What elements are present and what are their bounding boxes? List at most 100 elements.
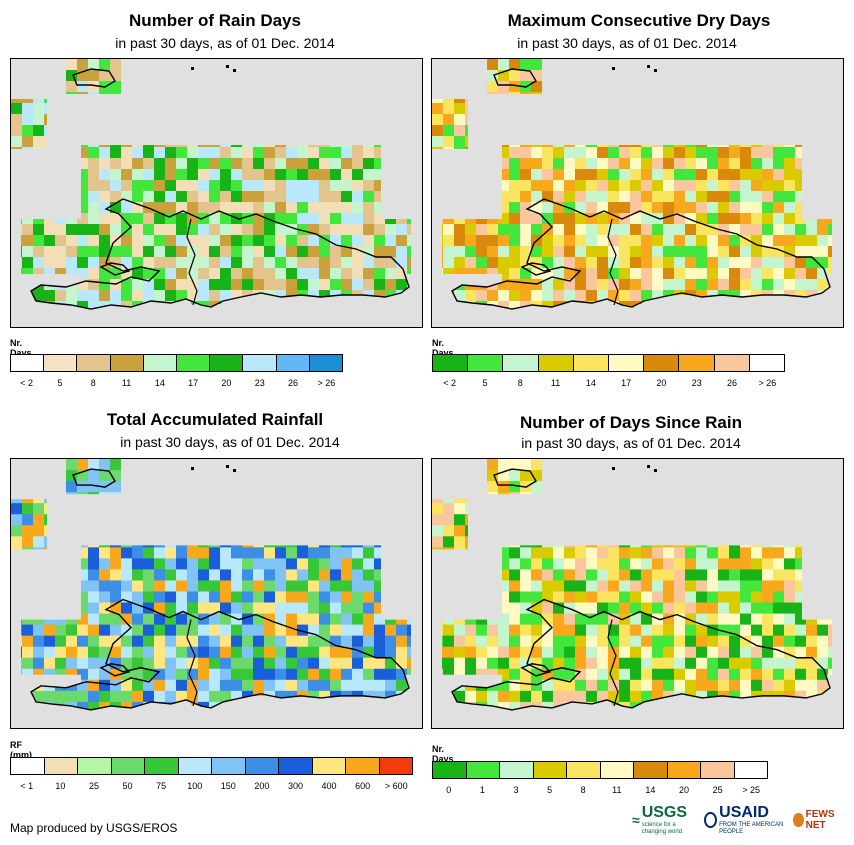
legend-title: Nr. Days [10,338,32,358]
panel-subtitle: in past 30 days, as of 01 Dec. 2014 [517,35,737,51]
map-rain-days [10,58,423,328]
legend-labels: < 2 5 8 11 14 17 20 23 26 > 26 [432,378,785,390]
legend-swatch [749,355,785,371]
legend-label: 17 [621,378,632,388]
islet-marker [612,467,615,471]
legend-label: 5 [57,378,63,388]
legend-label: 11 [612,785,622,795]
national-border [607,619,619,707]
islet-marker [226,65,229,68]
map-canvas [11,59,411,310]
usaid-logo: USAID FROM THE AMERICAN PEOPLE [704,804,785,836]
national-border [607,218,619,306]
map-total-rainfall [10,458,423,729]
legend-labels: < 2 5 8 11 14 17 20 23 26 > 26 [10,378,343,390]
legend-swatch [644,355,680,371]
usgs-logo: ≈ USGS science for a changing world [632,804,696,836]
legend-label: 20 [678,785,690,795]
legend-swatch [500,762,534,778]
legend-label: 14 [154,378,165,388]
coastline [520,262,552,276]
legend-label: 17 [188,378,199,388]
legend-swatch [468,355,504,371]
legend-swatch [667,762,701,778]
coastline [99,262,131,276]
legend-label: 0 [446,785,452,795]
legend-swatch [276,355,310,371]
legend-label: > 26 [317,378,336,388]
islet-marker [233,69,236,72]
usgs-tagline: science for a changing world [641,822,683,835]
islet-marker [612,67,615,70]
legend-title: RF (mm) [10,740,32,760]
legend-swatch [573,355,610,371]
map-canvas [432,59,832,310]
legend-label: > 25 [742,785,761,795]
map-days-since-rain [431,458,844,729]
panel-subtitle: in past 30 days, as of 01 Dec. 2014 [115,35,335,51]
legend-label: < 1 [20,781,34,791]
islet-marker [191,67,194,70]
islet-marker [226,465,229,469]
legend-labels: < 1 10 25 50 75 100 150 200 300 400 600 > 600 [10,781,413,793]
map-max-dry-days [431,58,844,328]
islet-marker [647,465,650,469]
legend-swatch [11,355,45,371]
legend-label: 200 [254,781,270,791]
fewsnet-logo: FEWS NET [793,809,844,831]
panel-title: Number of Rain Days [129,11,301,30]
legend-label: < 2 [20,378,34,388]
legend-label: 1 [479,785,485,795]
legend-swatch [609,355,645,371]
coastline [72,68,116,88]
legend-color-bar [432,354,785,372]
islet-marker [654,69,657,72]
legend-label: < 2 [443,378,457,388]
legend-swatch [245,758,279,774]
legend-swatch [11,758,45,774]
legend-label: 23 [254,378,265,388]
legend-swatch [714,355,750,371]
legend-swatch [210,355,244,371]
legend-label: > 26 [758,378,777,388]
legend-swatch [178,758,212,774]
legend-label: 14 [585,378,596,388]
coastline [451,598,831,711]
map-canvas [432,459,832,711]
islet-marker [654,469,657,473]
legend-label: 600 [355,781,371,791]
legend-swatch [78,758,112,774]
legend-label: 8 [580,785,586,795]
legend-color-bar [432,761,768,779]
legend-label: 400 [321,781,337,791]
logo-strip: ≈ USGS science for a changing world USAID… [632,804,844,836]
legend-swatch [309,355,343,371]
legend-swatch [734,762,767,778]
legend-swatch [77,355,111,371]
legend-swatch [243,355,277,371]
coastline [493,68,537,88]
fewsnet-emblem-icon [793,813,804,827]
legend-swatch [433,355,469,371]
legend-swatch [44,758,78,774]
national-border [186,218,198,306]
legend-title: Nr. Days [432,744,454,764]
legend-swatch [346,758,380,774]
coastline [451,198,831,310]
legend-swatch [533,762,567,778]
legend-swatch [312,758,346,774]
legend-swatch [538,355,574,371]
legend-label: 150 [220,781,236,791]
fewsnet-name: FEWS NET [805,809,835,831]
legend-swatch [634,762,668,778]
legend-swatch [679,355,715,371]
legend-label: 10 [55,781,66,791]
legend-label: 300 [287,781,303,791]
legend-label: 11 [121,378,132,388]
islet-marker [647,65,650,68]
legend-swatch [44,355,78,371]
coastline [493,468,537,488]
legend-swatch [143,355,178,371]
islet-marker [191,467,194,471]
legend-label: 26 [727,378,738,388]
